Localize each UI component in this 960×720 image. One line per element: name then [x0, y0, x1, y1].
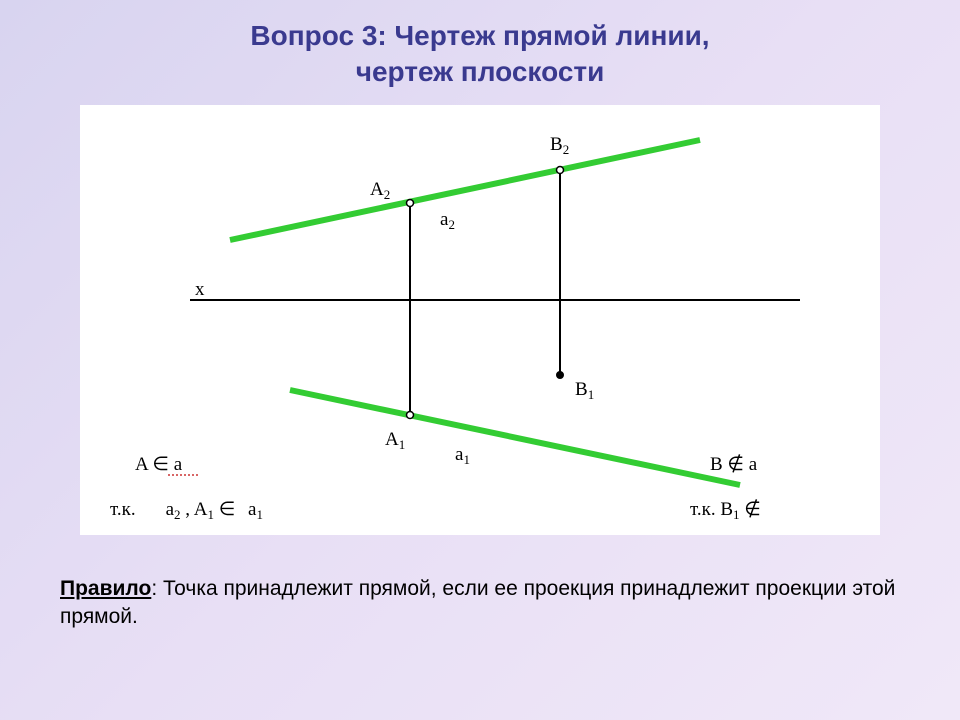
label-A1: A1	[385, 429, 405, 452]
title-line-1: Вопрос 3: Чертеж прямой линии,	[0, 18, 960, 54]
annotation-B-notin-a: B ∉ a	[710, 454, 758, 475]
projection-diagram: x A2 B2 a2 A1 B1 a1 A ∈ a т.к.a2 , A1 ∈ …	[80, 105, 880, 535]
label-x: x	[195, 279, 205, 300]
point-A2	[407, 200, 414, 207]
annotation-tk-left: т.к.a2 , A1 ∈ a1	[110, 499, 263, 522]
rule-label: Правило	[60, 577, 151, 600]
rule-text: Правило: Точка принадлежит прямой, если …	[60, 575, 900, 632]
annotation-tk-right: т.к. B1 ∉	[690, 499, 761, 522]
title-line-2: чертеж плоскости	[0, 54, 960, 90]
annotation-A-in-a: A ∈ a	[135, 454, 183, 475]
point-B1	[557, 372, 564, 379]
label-a2: a2	[440, 209, 455, 232]
point-B2	[557, 167, 564, 174]
point-A1	[407, 412, 414, 419]
line-a1	[290, 390, 740, 485]
label-B2: B2	[550, 134, 569, 157]
rule-body: : Точка принадлежит прямой, если ее прое…	[60, 577, 895, 628]
slide-title: Вопрос 3: Чертеж прямой линии, чертеж пл…	[0, 0, 960, 91]
diagram-container: x A2 B2 a2 A1 B1 a1 A ∈ a т.к.a2 , A1 ∈ …	[80, 105, 880, 535]
label-B1: B1	[575, 379, 594, 402]
label-A2: A2	[370, 179, 390, 202]
line-a2	[230, 140, 700, 240]
label-a1: a1	[455, 444, 470, 467]
